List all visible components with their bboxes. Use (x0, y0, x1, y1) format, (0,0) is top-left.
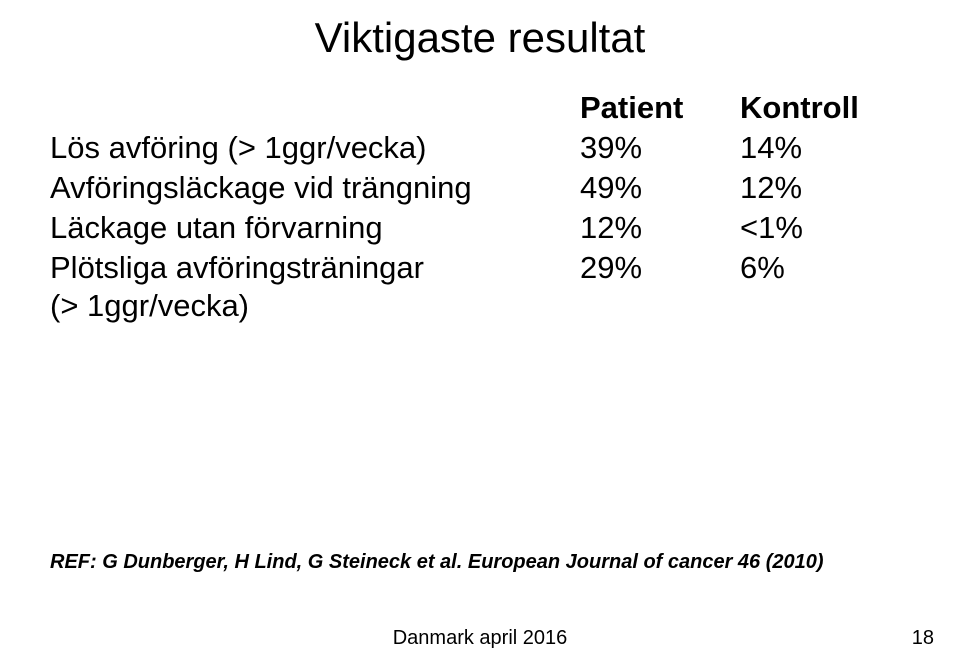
row-label: Läckage utan förvarning (50, 210, 580, 246)
header-patient: Patient (580, 90, 740, 126)
results-table: Patient Kontroll Lös avföring (> 1ggr/ve… (50, 90, 910, 324)
row-kontroll: 12% (740, 170, 910, 206)
row-kontroll: 6% (740, 250, 910, 286)
reference-citation: REF: G Dunberger, H Lind, G Steineck et … (50, 551, 824, 574)
row-label: Plötsliga avföringsträningar (50, 250, 580, 286)
page-number: 18 (912, 627, 934, 650)
header-kontroll: Kontroll (740, 90, 910, 126)
row-patient: 39% (580, 130, 740, 166)
table-header-row: Patient Kontroll (50, 90, 910, 126)
row-continuation: (> 1ggr/vecka) (50, 288, 910, 324)
row-label: Avföringsläckage vid trängning (50, 170, 580, 206)
row-patient: 29% (580, 250, 740, 286)
footer-date: Danmark april 2016 (0, 627, 960, 650)
table-row: Lös avföring (> 1ggr/vecka) 39% 14% (50, 130, 910, 166)
table-row: Avföringsläckage vid trängning 49% 12% (50, 170, 910, 206)
row-patient: 12% (580, 210, 740, 246)
table-row: Plötsliga avföringsträningar 29% 6% (50, 250, 910, 286)
slide-title: Viktigaste resultat (0, 14, 960, 62)
row-kontroll: <1% (740, 210, 910, 246)
row-label: Lös avföring (> 1ggr/vecka) (50, 130, 580, 166)
table-row: Läckage utan förvarning 12% <1% (50, 210, 910, 246)
slide: Viktigaste resultat Patient Kontroll Lös… (0, 0, 960, 666)
row-patient: 49% (580, 170, 740, 206)
row-kontroll: 14% (740, 130, 910, 166)
